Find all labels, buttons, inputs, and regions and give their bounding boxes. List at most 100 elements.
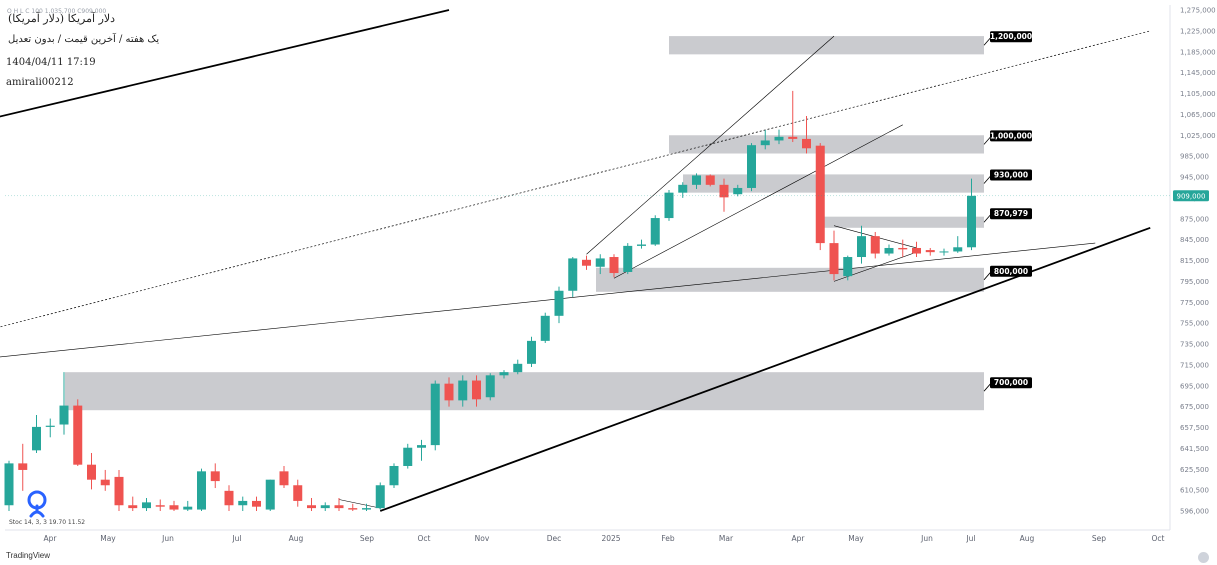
price-tick-label: 1,145,000	[1180, 69, 1216, 77]
zone-label-leader	[983, 136, 992, 145]
candle-body	[18, 463, 28, 470]
candle-body	[430, 383, 440, 446]
tradingview-logo-icon[interactable]	[25, 490, 49, 520]
price-axis[interactable]: 596,000 610,500 625,500 641,500 657,500 675,0…	[1180, 7, 1216, 516]
price-zone	[683, 174, 984, 193]
price-zone	[818, 216, 984, 228]
candle-body	[582, 259, 591, 266]
price-tick-label: 657,500	[1180, 424, 1209, 432]
candle-body	[307, 505, 316, 509]
brand-name: TradingView	[6, 551, 51, 560]
price-tick-label: 1,065,000	[1180, 111, 1216, 119]
time-tick-label: Sep	[360, 534, 374, 543]
price-tick-label: 1,185,000	[1180, 48, 1216, 56]
price-tick-label: 945,000	[1180, 174, 1209, 182]
candle-body	[870, 236, 880, 254]
price-tick-label: 985,000	[1180, 153, 1209, 161]
candle-body	[59, 405, 69, 425]
price-tick-label: 1,105,000	[1180, 90, 1216, 98]
candle-body	[760, 140, 770, 146]
time-tick-label: Feb	[661, 534, 675, 543]
candle-body	[4, 463, 14, 506]
candle-body	[912, 247, 921, 254]
time-tick-label: May	[100, 534, 116, 543]
candle-body	[32, 426, 41, 451]
time-tick-label: Aug	[289, 534, 304, 543]
candle-body	[595, 258, 605, 267]
candle-body	[293, 485, 303, 501]
price-tick-label: 715,000	[1180, 361, 1209, 369]
price-zone	[65, 372, 984, 411]
candle-body	[788, 136, 798, 139]
candle-body	[238, 500, 248, 506]
settings-icon[interactable]	[1198, 552, 1209, 563]
zone-label-text: 800,000	[994, 267, 1028, 276]
candle-body	[733, 187, 743, 195]
candle-body	[678, 184, 688, 193]
candle-body	[87, 464, 96, 480]
candle-body	[747, 145, 756, 188]
candle-body	[802, 138, 811, 149]
time-tick-label: Nov	[475, 534, 490, 543]
symbol-subtitle: یک هفته / آخرین قیمت / بدون تعدیل	[8, 34, 160, 45]
candle-body	[623, 245, 633, 272]
price-tick-label: 625,500	[1180, 466, 1209, 474]
zone-label-leader	[983, 271, 992, 281]
time-tick-label: Apr	[44, 534, 58, 543]
price-zone	[669, 135, 984, 154]
candle-body	[705, 175, 715, 185]
trendline	[0, 30, 1151, 328]
candle-body	[967, 195, 976, 248]
candle-body	[637, 244, 646, 246]
candle-body	[183, 506, 193, 510]
candle-body	[485, 375, 495, 398]
candle-body	[692, 175, 701, 185]
candle-body	[114, 476, 124, 506]
candle-body	[444, 383, 454, 401]
candle-body	[664, 192, 674, 219]
time-tick-label: May	[848, 534, 864, 543]
time-tick-label: Jul	[231, 534, 241, 543]
zone-label-text: 930,000	[994, 171, 1028, 180]
price-tick-label: 795,000	[1180, 278, 1209, 286]
candle-body	[829, 243, 839, 275]
stochastic-indicator-label[interactable]: Stoc 14, 3, 3 19.70 11.52	[9, 519, 86, 526]
price-zone	[596, 267, 984, 292]
candle-body	[540, 315, 550, 341]
zone-label-leader	[983, 382, 992, 392]
zone-label-text: 1,000,000	[990, 131, 1032, 140]
candle-body	[128, 505, 138, 509]
candle-body	[224, 490, 234, 506]
trendline	[586, 35, 835, 255]
candle-body	[348, 508, 358, 510]
candle-body	[375, 485, 385, 509]
price-tick-label: 1,275,000	[1180, 7, 1216, 15]
author-name: amirali00212	[6, 77, 74, 88]
candle-body	[73, 405, 83, 465]
candle-body	[169, 505, 179, 510]
time-axis[interactable]: Apr May Jun Jul Aug Sep Oct Nov Dec 2025 Feb Mar Apr…	[44, 534, 1165, 543]
candle-body	[499, 372, 509, 376]
time-tick-label: Jun	[920, 534, 933, 543]
last-price-box	[1173, 190, 1209, 202]
candle-body	[554, 290, 564, 316]
candle-body	[458, 380, 468, 401]
price-tick-label: 845,000	[1180, 236, 1209, 244]
zone-label-box	[990, 169, 1032, 181]
candle-body	[925, 250, 935, 253]
price-zone	[669, 36, 984, 55]
zone-label-leader	[983, 213, 992, 223]
candle-body	[843, 257, 853, 277]
candle-body	[100, 479, 110, 486]
candle-body	[609, 257, 619, 274]
price-tick-label: 735,000	[1180, 341, 1209, 349]
candle-body	[568, 258, 578, 291]
candle-body	[774, 136, 784, 141]
price-tick-label: 695,000	[1180, 382, 1209, 390]
candle-body	[417, 445, 426, 448]
time-tick-label: Aug	[1020, 534, 1035, 543]
zone-label-box	[990, 208, 1032, 220]
trendline	[338, 499, 381, 509]
timestamp: 1404/04/11 17:19	[6, 57, 96, 68]
